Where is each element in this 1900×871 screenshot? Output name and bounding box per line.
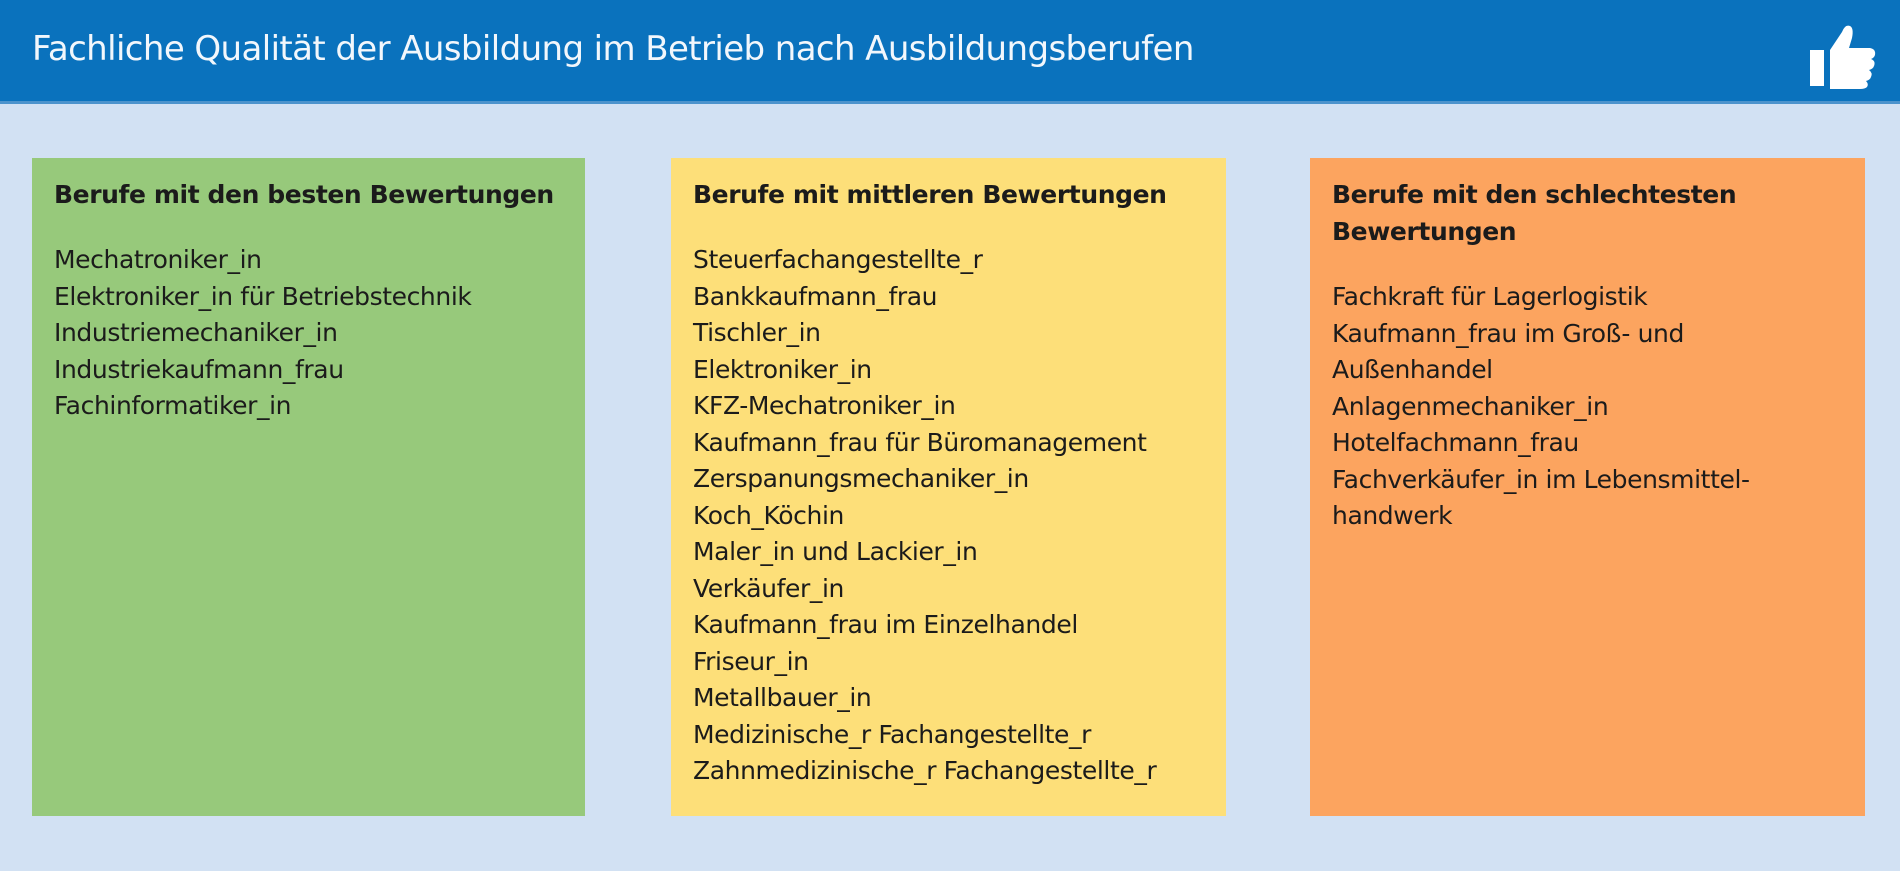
list-item: Fachverkäufer_in im Lebensmittel- — [1332, 464, 1750, 494]
list-item: Maler_in und Lackier_in — [693, 537, 978, 566]
list-item: Zahnmedizinische_r Fachangestellte_r — [693, 756, 1157, 785]
list-item: Steuerfachangestellte_r — [693, 245, 983, 274]
list-item: Fachinformatiker_in — [54, 391, 292, 420]
list-item: Mechatroniker_in — [54, 245, 262, 274]
worst-ratings-heading-line: Berufe mit den schlechtesten — [1332, 180, 1737, 209]
worst-ratings-heading-line: Bewertungen — [1332, 217, 1517, 246]
list-item: Fachkraft für Lagerlogistik — [1332, 282, 1648, 311]
list-item: Bankkaufmann_frau — [693, 281, 938, 311]
list-item: Industriemechaniker_in — [54, 318, 338, 347]
list-item: Tischler_in — [693, 318, 821, 347]
list-item: Verkäufer_in — [693, 573, 844, 603]
list-item: Metallbauer_in — [693, 683, 872, 712]
list-item: Industriekaufmann_frau — [54, 354, 344, 384]
list-item: Kaufmann_frau im Groß- und — [1332, 318, 1684, 348]
worst-ratings-heading: Berufe mit den schlechtesten Bewertungen — [1332, 176, 1843, 250]
list-item: Elektroniker_in — [693, 354, 872, 384]
list-item: Hotelfachmann_frau — [1332, 428, 1579, 457]
list-item: Kaufmann_frau im Einzelhandel — [693, 610, 1078, 639]
best-ratings-heading: Berufe mit den besten Bewertungen — [54, 180, 554, 209]
list-item: Koch_Köchin — [693, 500, 844, 530]
thumbs-up-icon — [1810, 25, 1876, 90]
list-item: Elektroniker_in für Betriebstechnik — [54, 281, 472, 311]
middle-ratings-panel: Berufe mit mittleren Bewertungen Steuerf… — [671, 158, 1226, 816]
list-item: handwerk — [1332, 501, 1453, 530]
list-item: KFZ-Mechatroniker_in — [693, 391, 956, 420]
middle-ratings-heading: Berufe mit mittleren Bewertungen — [693, 180, 1167, 209]
list-item: Friseur_in — [693, 646, 809, 676]
list-item: Anlagenmechaniker_in — [1332, 391, 1609, 421]
worst-ratings-list: Fachkraft für Lagerlogistik Kaufmann_fra… — [1332, 279, 1843, 535]
list-item: Zerspanungsmechaniker_in — [693, 464, 1029, 493]
page-title: Fachliche Qualität der Ausbildung im Bet… — [32, 29, 1194, 69]
header-bar: Fachliche Qualität der Ausbildung im Bet… — [0, 0, 1900, 104]
list-item: Medizinische_r Fachangestellte_r — [693, 719, 1092, 749]
list-item: Kaufmann_frau für Büromanagement — [693, 427, 1147, 457]
middle-ratings-list: Steuerfachangestellte_r Bankkaufmann_fra… — [693, 242, 1204, 790]
best-ratings-list: Mechatroniker_in Elektroniker_in für Bet… — [54, 242, 563, 425]
list-item: Außenhandel — [1332, 355, 1493, 384]
worst-ratings-panel: Berufe mit den schlechtesten Bewertungen… — [1310, 158, 1865, 816]
best-ratings-panel: Berufe mit den besten Bewertungen Mechat… — [32, 158, 585, 816]
